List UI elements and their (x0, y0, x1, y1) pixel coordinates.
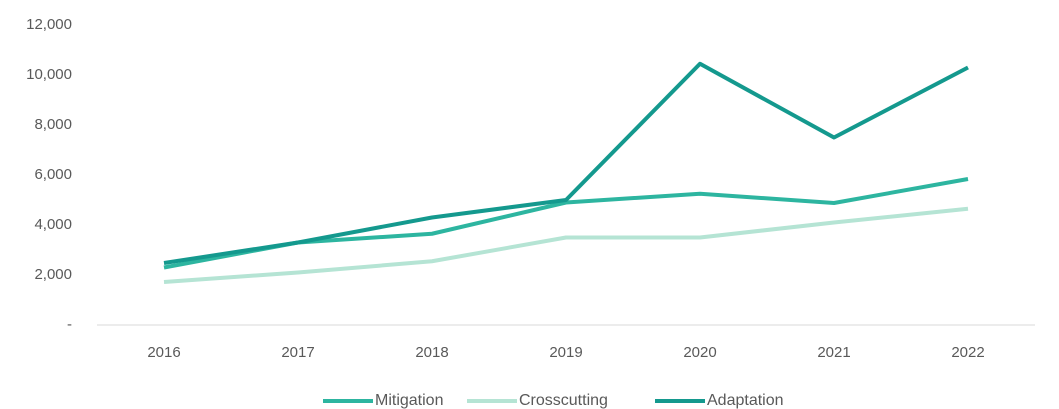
series-line (163, 177, 969, 270)
series-line (163, 61, 969, 265)
x-tick-label: 2016 (147, 344, 180, 361)
x-tick-label: 2020 (683, 344, 716, 361)
y-tick-label: 12,000 (26, 16, 72, 33)
y-tick-label: - (67, 316, 72, 333)
x-tick-label: 2019 (549, 344, 582, 361)
x-tick-label: 2022 (951, 344, 984, 361)
x-tick-label: 2017 (281, 344, 314, 361)
legend-label: Mitigation (375, 392, 443, 409)
y-tick-label: 2,000 (34, 266, 72, 283)
y-tick-label: 4,000 (34, 216, 72, 233)
y-tick-label: 10,000 (26, 66, 72, 83)
y-tick-label: 6,000 (34, 166, 72, 183)
legend-label: Crosscutting (519, 392, 608, 409)
x-tick-label: 2021 (817, 344, 850, 361)
y-tick-label: 8,000 (34, 116, 72, 133)
x-tick-label: 2018 (415, 344, 448, 361)
legend-label: Adaptation (707, 392, 784, 409)
series-line (163, 206, 969, 284)
